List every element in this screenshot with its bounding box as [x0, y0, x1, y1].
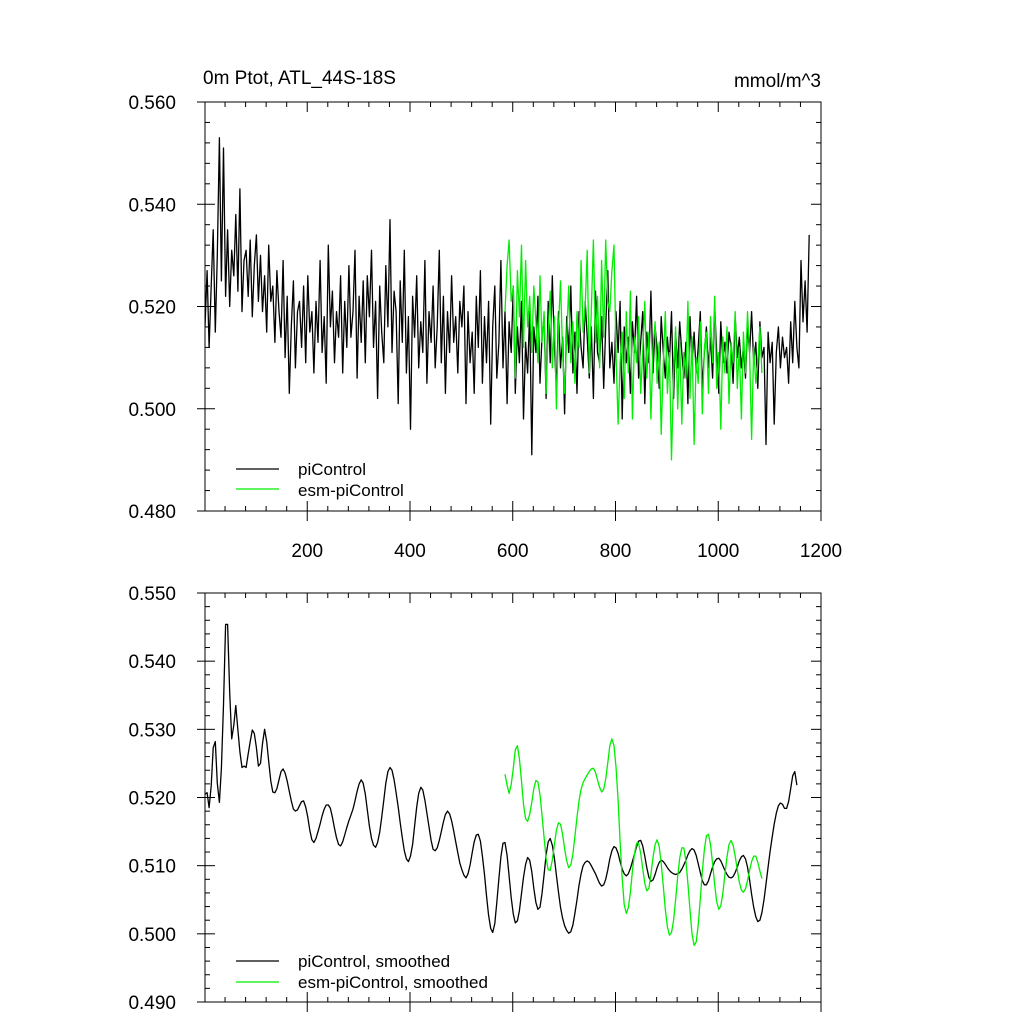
- x-tick-label: 1200: [800, 541, 842, 562]
- y-tick-label: 0.520: [128, 298, 176, 319]
- legend-label-picontrol: piControl: [298, 460, 366, 479]
- series-line-esm-picontrol: [504, 239, 763, 461]
- series-layer: [205, 137, 810, 461]
- series-line-esm-picontrol-smoothed: [504, 738, 763, 947]
- legend-label-esm-picontrol: esm-piControl: [298, 481, 404, 500]
- y-axis: 0.480 0.500 0.520 0.540 0.560: [128, 93, 176, 523]
- y-tick-label: 0.500: [128, 400, 176, 421]
- legend-label-esm-picontrol-smoothed: esm-piControl, smoothed: [298, 973, 488, 992]
- units-label: mmol/m^3: [734, 71, 821, 92]
- series-line-picontrol-smoothed: [205, 623, 798, 934]
- x-tick-label: 600: [497, 541, 529, 562]
- chart-top: 0m Ptot, ATL_44S-18S mmol/m^3 0.480 0.500…: [128, 68, 842, 562]
- chart-bottom: 0.490 0.500 0.510 0.520 0.530 0.540 0.550 piCo…: [128, 584, 822, 1014]
- x-axis: 200 400 600 800 1000 1200: [291, 541, 842, 562]
- series-layer: [205, 623, 798, 947]
- y-tick-label: 0.540: [128, 652, 176, 673]
- chart-title: 0m Ptot, ATL_44S-18S: [203, 68, 396, 89]
- y-tick-label: 0.500: [128, 925, 176, 946]
- series-line-picontrol: [205, 137, 810, 456]
- x-tick-label: 800: [600, 541, 632, 562]
- y-tick-label: 0.490: [128, 993, 176, 1014]
- plot-frame: [204, 101, 822, 512]
- legend: piControl esm-piControl: [236, 460, 404, 500]
- y-tick-label: 0.530: [128, 720, 176, 741]
- y-tick-label: 0.480: [128, 502, 176, 523]
- y-tick-label: 0.560: [128, 93, 176, 114]
- y-tick-label: 0.540: [128, 195, 176, 216]
- x-tick-label: 1000: [697, 541, 739, 562]
- legend-label-picontrol-smoothed: piControl, smoothed: [298, 952, 450, 971]
- y-tick-label: 0.520: [128, 789, 176, 810]
- y-axis: 0.490 0.500 0.510 0.520 0.530 0.540 0.550: [128, 584, 176, 1014]
- legend: piControl, smoothed esm-piControl, smoot…: [236, 952, 488, 992]
- y-tick-label: 0.510: [128, 857, 176, 878]
- x-tick-label: 400: [394, 541, 426, 562]
- y-tick-label: 0.550: [128, 584, 176, 605]
- plot-frame: [204, 592, 822, 1003]
- x-tick-label: 200: [291, 541, 323, 562]
